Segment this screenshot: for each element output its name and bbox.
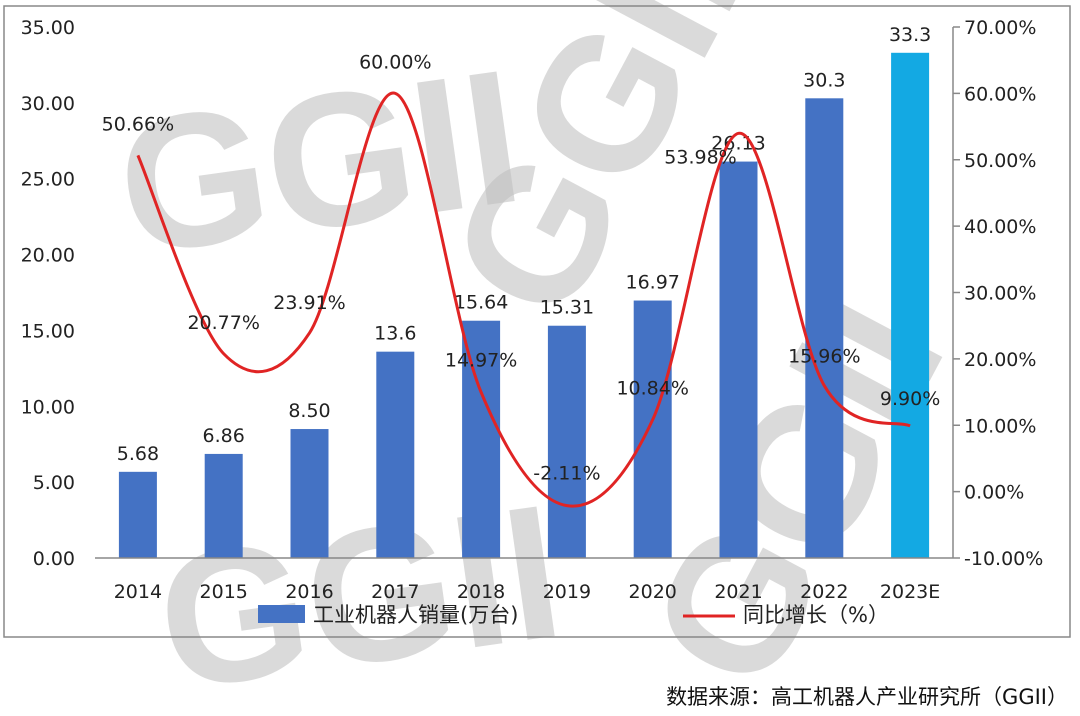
- x-tick-label: 2016: [285, 581, 333, 603]
- x-tick-label: 2018: [457, 581, 505, 603]
- bar-value-label: 33.3: [889, 24, 931, 46]
- line-value-label: -2.11%: [533, 463, 600, 485]
- legend-bar-label: 工业机器人销量(万台): [313, 603, 518, 627]
- bar-value-label: 13.6: [374, 323, 416, 345]
- left-tick-label: 30.00: [21, 93, 75, 115]
- bar-value-label: 6.86: [203, 425, 245, 447]
- x-tick-label: 2019: [543, 581, 591, 603]
- bar: [805, 98, 844, 558]
- right-tick-label: 50.00%: [964, 150, 1036, 172]
- left-tick-label: 10.00: [21, 396, 75, 418]
- left-axis: 0.00 5.00 10.00 15.00 20.00 25.00 30.00 35.00: [21, 17, 75, 570]
- bar-value-label: 15.31: [540, 297, 594, 319]
- line-value-label: 50.66%: [102, 113, 174, 135]
- left-tick-label: 35.00: [21, 17, 75, 39]
- legend-bar-swatch: [258, 605, 305, 623]
- line-value-label: 23.91%: [273, 292, 345, 314]
- bar-value-label: 8.50: [288, 400, 330, 422]
- right-axis: -10.00% 0.00% 10.00% 20.00% 30.00% 40.00% 50.0…: [953, 17, 1043, 570]
- bar-value-label: 15.64: [454, 292, 508, 314]
- line-value-label: 15.96%: [788, 346, 860, 368]
- x-tick-label: 2022: [800, 581, 848, 603]
- left-tick-label: 20.00: [21, 245, 75, 267]
- right-tick-label: 40.00%: [964, 216, 1036, 238]
- bar: [290, 429, 329, 558]
- bar: [633, 300, 672, 558]
- left-tick-label: 5.00: [33, 472, 75, 494]
- bar: [891, 52, 930, 558]
- right-tick-label: 30.00%: [964, 283, 1036, 305]
- right-tick-label: 10.00%: [964, 415, 1036, 437]
- bar: [719, 161, 758, 559]
- bar: [462, 320, 501, 558]
- line-value-label: 20.77%: [187, 312, 259, 334]
- x-tick-label: 2015: [200, 581, 248, 603]
- x-tick-label: 2023E: [880, 581, 940, 603]
- line-value-label: 9.90%: [880, 388, 940, 410]
- line-value-label: 53.98%: [664, 146, 736, 168]
- right-tick-label: 20.00%: [964, 349, 1036, 371]
- right-tick-label: 70.00%: [964, 17, 1036, 39]
- bar-value-label: 16.97: [625, 272, 679, 294]
- x-tick-label: 2014: [114, 581, 162, 603]
- x-tick-label: 2020: [629, 581, 677, 603]
- chart-border: [3, 5, 1071, 638]
- right-tick-label: 0.00%: [964, 482, 1024, 504]
- legend: 工业机器人销量(万台) 同比增长（%）: [258, 603, 889, 627]
- line-value-label: 10.84%: [616, 378, 688, 400]
- legend-line-label: 同比增长（%）: [743, 603, 889, 627]
- line-value-label: 14.97%: [445, 349, 517, 371]
- left-tick-label: 25.00: [21, 169, 75, 191]
- x-tick-label: 2017: [371, 581, 419, 603]
- left-tick-label: 0.00: [33, 548, 75, 570]
- x-tick-label: 2021: [714, 581, 762, 603]
- line-series: 50.66% 20.77% 23.91% 60.00% 14.97% -2.11% 10.8…: [102, 51, 940, 508]
- right-tick-label: -10.00%: [964, 548, 1043, 570]
- source-note: 数据来源：高工机器人产业研究所（GGII）: [666, 685, 1068, 709]
- bar: [376, 351, 415, 558]
- right-tick-label: 60.00%: [964, 83, 1036, 105]
- bar-value-label: 30.3: [803, 69, 845, 91]
- bar: [547, 325, 586, 558]
- line-value-label: 60.00%: [359, 51, 431, 73]
- x-axis-ticks: 2014 2015 2016 2017 2018 2019 2020 2021 2022 2023…: [114, 581, 941, 603]
- growth-line: [136, 91, 911, 508]
- bar: [204, 453, 243, 558]
- bar-value-label: 5.68: [117, 443, 159, 465]
- bar: [118, 471, 157, 558]
- left-tick-label: 15.00: [21, 320, 75, 342]
